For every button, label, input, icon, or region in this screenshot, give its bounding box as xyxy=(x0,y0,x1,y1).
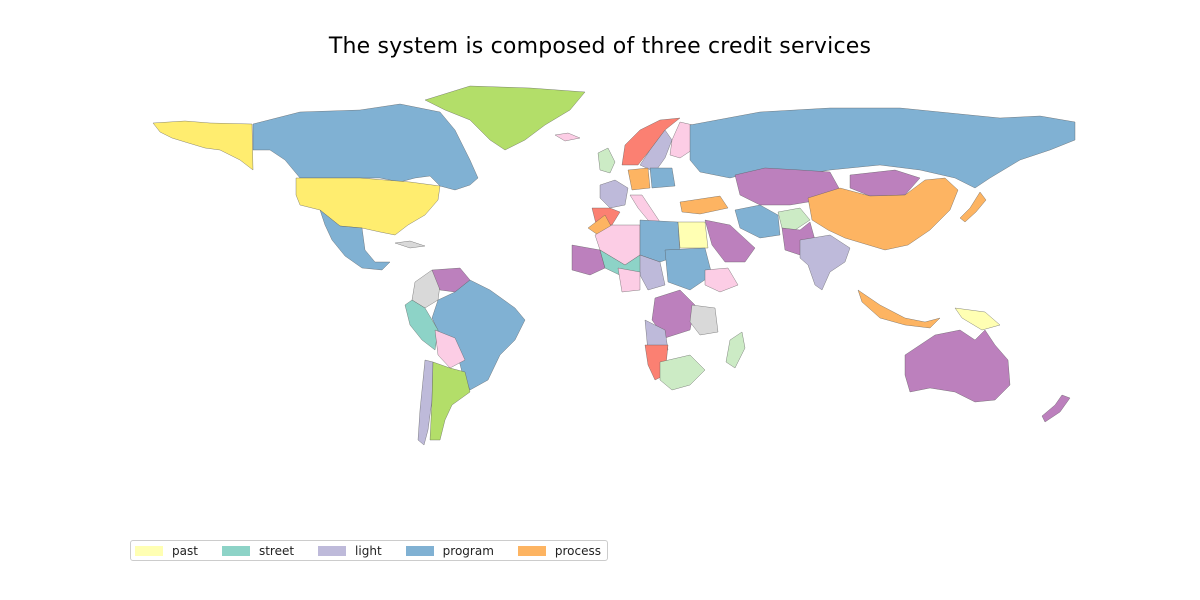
region-united-states xyxy=(295,177,441,236)
legend-label: light xyxy=(355,543,382,558)
region-greenland xyxy=(424,85,586,151)
legend-swatch xyxy=(405,545,434,556)
legend-label: program xyxy=(442,543,494,558)
region-india xyxy=(799,234,851,291)
region-madagascar xyxy=(725,331,746,369)
legend-swatch xyxy=(517,545,546,556)
region-iran xyxy=(734,204,781,239)
legend-label: past xyxy=(172,543,198,558)
region-angola xyxy=(644,319,669,353)
region-peru xyxy=(404,299,439,351)
region-dr-congo xyxy=(651,289,696,339)
region-canada xyxy=(252,103,479,191)
region-new-zealand xyxy=(1041,394,1071,423)
legend-item-street: street xyxy=(221,543,295,558)
legend-item-process: process xyxy=(517,543,602,558)
region-bolivia xyxy=(434,329,466,369)
region-china xyxy=(807,177,959,251)
region-japan xyxy=(959,191,987,223)
region-ethiopia xyxy=(704,267,739,293)
legend-swatch xyxy=(221,545,250,556)
legend-item-program: program xyxy=(405,543,494,558)
region-france xyxy=(599,179,629,209)
region-egypt xyxy=(677,221,709,249)
legend-item-past: past xyxy=(135,544,198,558)
page-title: The system is composed of three credit s… xyxy=(328,34,872,59)
region-nigeria xyxy=(617,267,641,293)
region-south-africa xyxy=(659,354,706,391)
region-alaska xyxy=(152,120,254,171)
region-mexico xyxy=(319,209,391,271)
region-tanzania xyxy=(689,304,719,336)
region-saudi-arabia xyxy=(704,219,756,263)
region-indonesia xyxy=(857,289,941,329)
region-chad xyxy=(639,254,666,291)
region-germany xyxy=(627,167,651,191)
legend-label: street xyxy=(258,543,295,558)
legend-item-light: light xyxy=(318,544,382,558)
region-finland xyxy=(669,121,694,159)
region-papua-new-guinea xyxy=(954,307,1001,331)
region-poland xyxy=(649,167,676,189)
legend: past street light program process xyxy=(130,540,609,561)
legend-swatch xyxy=(135,545,163,556)
country-regions xyxy=(152,85,1076,446)
region-argentina xyxy=(429,361,471,441)
region-afghanistan xyxy=(777,207,811,231)
region-australia xyxy=(904,329,1011,403)
legend-swatch xyxy=(318,545,347,556)
region-norway xyxy=(621,117,681,166)
region-cuba xyxy=(394,240,426,249)
region-sudan xyxy=(664,247,713,291)
region-united-kingdom xyxy=(597,147,616,174)
region-turkey xyxy=(679,195,729,215)
region-iceland xyxy=(554,132,581,142)
legend-label: process xyxy=(554,543,602,558)
region-mali xyxy=(571,244,606,276)
